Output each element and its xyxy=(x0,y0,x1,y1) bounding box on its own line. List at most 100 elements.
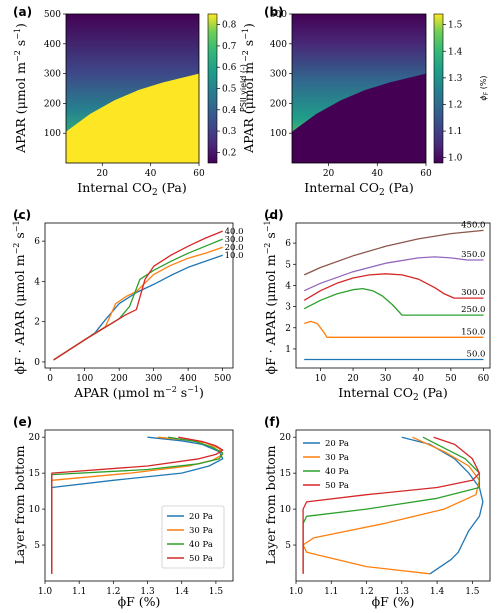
ytick-label: 15 xyxy=(280,469,292,479)
series-line-40.0 xyxy=(53,230,223,361)
axes-frame-f xyxy=(295,429,491,582)
colorbar-tick-label: 1.1 xyxy=(448,127,462,137)
series-line-250.0 xyxy=(303,287,484,316)
series-group xyxy=(302,436,484,575)
xtick-label: 400 xyxy=(180,374,197,384)
panel-label-d: (d) xyxy=(264,208,284,222)
series-group xyxy=(51,436,224,574)
ytick-label: 200 xyxy=(270,99,287,109)
panel-label-c: (c) xyxy=(13,208,31,222)
series-line-30-Pa xyxy=(302,436,481,575)
colorbar-a xyxy=(207,13,218,164)
series-line-50-Pa xyxy=(51,436,224,574)
series-line-450.0 xyxy=(303,229,484,276)
colorbar-tick-label: 0.5 xyxy=(222,85,237,95)
xtick-label: 30 xyxy=(380,374,392,384)
ytick-label: 500 xyxy=(270,10,287,20)
colorbar-tick-label: 1.5 xyxy=(448,21,463,31)
ytick-label: 500 xyxy=(44,10,61,20)
axes-frame-b xyxy=(291,13,427,164)
xtick-label: 10 xyxy=(315,374,327,384)
ytick-label: 300 xyxy=(44,70,61,80)
ytick-label: 400 xyxy=(270,40,287,50)
xtick-label: 1.0 xyxy=(289,587,304,597)
ytick-label: 1 xyxy=(285,345,291,355)
ytick-label: 15 xyxy=(29,469,41,479)
colorbar-tick-label: 0.7 xyxy=(222,42,237,52)
legend-entry: 50 Pa xyxy=(325,481,349,491)
ylabel-e: Layer from bottom xyxy=(12,445,27,564)
panel-b: 20 40 60 100 200 300 400 500 (b) Internal CO2 (… xyxy=(241,5,490,198)
series-line-50-Pa xyxy=(302,436,481,574)
xtick-label: 60 xyxy=(193,169,205,179)
xtick-label: 1.3 xyxy=(395,587,410,597)
legend-entry: 40 Pa xyxy=(189,540,213,550)
legend-entry: 30 Pa xyxy=(189,526,213,536)
ytick-label: 100 xyxy=(44,129,61,139)
ytick-label: 5 xyxy=(34,541,40,551)
ytick-label: 4 xyxy=(285,281,291,291)
panel-label-a: (a) xyxy=(13,5,32,19)
xtick-label: 20 xyxy=(347,374,359,384)
colorbar-tick-label: 1.4 xyxy=(448,47,463,57)
colorbar-tick-label: 1.0 xyxy=(448,154,463,164)
legend: 20 Pa 30 Pa 40 Pa 50 Pa xyxy=(303,439,349,491)
ytick-label: 6 xyxy=(285,239,291,249)
panel-label-b: (b) xyxy=(264,5,284,19)
xtick-label: 1.2 xyxy=(359,587,373,597)
ytick-label: 6 xyxy=(34,237,40,247)
colorbar-ticks-b: 1.0 1.1 1.2 1.3 1.4 1.5 xyxy=(443,21,463,164)
xtick-label: 300 xyxy=(145,374,162,384)
ticks-b: 20 40 60 100 200 300 400 500 xyxy=(270,10,432,179)
xtick-label: 1.4 xyxy=(430,587,445,597)
series-annotation: 40.0 xyxy=(225,227,244,237)
ticks-a: 20 40 60 100 200 300 400 500 xyxy=(44,10,205,179)
xlabel-a: Internal CO2 (Pa) xyxy=(77,180,186,198)
series-line-30.0 xyxy=(53,238,223,361)
colorbar-label-a: PSII yield (-) xyxy=(239,64,248,112)
ytick-label: 2 xyxy=(34,318,40,328)
xtick-label: 60 xyxy=(478,374,490,384)
series-group xyxy=(53,230,223,361)
xlabel-d: Internal CO2 (Pa) xyxy=(338,385,447,403)
colorbar-ticks-a: 0.2 0.3 0.4 0.5 0.6 0.7 0.8 xyxy=(217,21,237,158)
xtick-label: 40 xyxy=(145,169,157,179)
ylabel-a: APAR (μmol m−2 s−1) xyxy=(13,23,28,154)
ylabel-b: APAR (μmol m−2 s−1) xyxy=(241,23,256,154)
colorbar-tick-label: 0.2 xyxy=(222,148,236,158)
xtick-label: 500 xyxy=(214,374,231,384)
legend-entry: 20 Pa xyxy=(189,512,213,522)
series-line-20-Pa xyxy=(401,436,484,575)
xtick-label: 1.4 xyxy=(175,587,190,597)
axes-frame-a xyxy=(65,13,200,164)
legend: 20 Pa 30 Pa 40 Pa 50 Pa xyxy=(161,505,225,569)
series-annotation: 10.0 xyxy=(225,251,244,261)
legend-entry: 40 Pa xyxy=(325,467,349,477)
series-annotation: 350.0 xyxy=(461,250,485,260)
panel-f: (f) 1.0 1.1 1.2 1.3 1.4 1.5 5 10 15 20 20 Pa 30 Pa 40… xyxy=(263,415,491,609)
panel-a: 20 40 60 100 200 300 400 500 (a) Internal CO2 (… xyxy=(13,5,248,198)
series-line-150.0 xyxy=(304,320,484,338)
xtick-label: 1.2 xyxy=(106,587,120,597)
xtick-label: 1.1 xyxy=(72,587,86,597)
ylabel-f: Layer from bottom xyxy=(263,445,278,564)
xtick-label: 40 xyxy=(413,374,425,384)
xtick-label: 100 xyxy=(76,374,93,384)
colorbar-tick-label: 0.8 xyxy=(222,21,237,31)
xlabel-f: ϕF (%) xyxy=(372,594,415,609)
ytick-label: 200 xyxy=(44,99,61,109)
xtick-label: 1.0 xyxy=(38,587,53,597)
ylabel-d: ϕF · APAR (μmol m−2 s−1) xyxy=(263,216,278,375)
xtick-label: 50 xyxy=(445,374,457,384)
series-line-350.0 xyxy=(303,256,484,292)
colorbar-tick-label: 0.6 xyxy=(222,63,237,73)
series-annotation: 150.0 xyxy=(461,327,485,337)
heatmap-a-saturated-region xyxy=(66,73,199,163)
axes-frame-e xyxy=(44,429,234,582)
ytick-label: 300 xyxy=(270,70,287,80)
ytick-label: 10 xyxy=(280,505,292,515)
panel-e: (e) 1.0 1.1 1.2 1.3 1.4 1.5 5 10 15 20 20 Pa 30 Pa 40… xyxy=(12,415,234,609)
series-annotation: 30.0 xyxy=(225,235,244,245)
ytick-label: 10 xyxy=(29,505,41,515)
